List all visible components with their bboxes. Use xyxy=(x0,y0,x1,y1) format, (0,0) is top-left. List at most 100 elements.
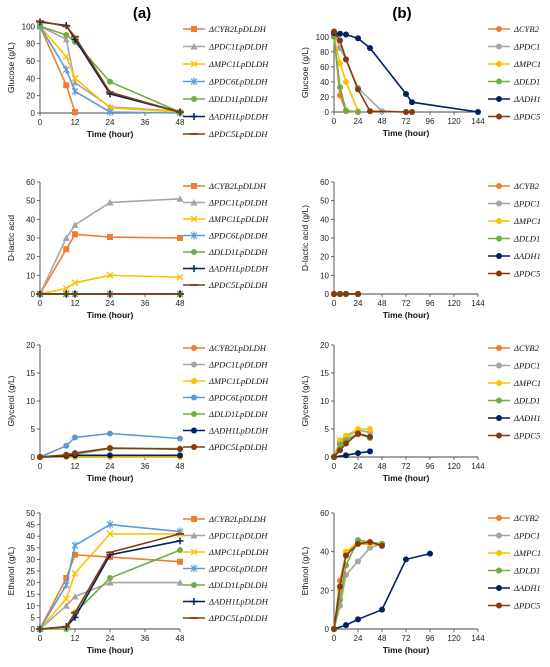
legend-entry-MPC1: ΔMPC1 xyxy=(488,378,541,388)
legend-marker xyxy=(496,380,502,386)
series-PDC5 xyxy=(331,430,373,460)
legend-label: ΔADH1LpDLDH xyxy=(208,426,269,436)
data-point xyxy=(71,569,79,577)
legend-label: ΔMPC1LpDLDH xyxy=(208,214,269,224)
legend-entry-ADH1: ΔADH1 xyxy=(488,583,541,593)
data-point xyxy=(71,593,79,600)
data-point xyxy=(63,451,70,458)
x-tick-label: 0 xyxy=(332,634,337,643)
x-axis-label: Time (hour) xyxy=(87,473,134,483)
x-axis-label: Time (hour) xyxy=(383,128,430,138)
x-tick-label: 48 xyxy=(176,462,185,471)
legend-entry-MPC1: ΔMPC1LpDLDH xyxy=(183,214,269,224)
x-tick-label: 120 xyxy=(447,634,461,643)
y-tick-label: 80 xyxy=(26,40,35,49)
data-point xyxy=(343,56,349,63)
legend-marker xyxy=(496,61,502,67)
data-point xyxy=(367,45,373,52)
legend-entry-DLD1: ΔDLD1 xyxy=(488,234,540,244)
y-axis-label: Glycerol (g/L) xyxy=(6,375,16,426)
data-point xyxy=(107,234,113,241)
chart-b3: 0 5 10 15 20 0 24 48 72 96 120 144 Time (hour) Glycer… xyxy=(300,341,541,483)
legend-entry-PDC6: ΔPDC6LpDLDH xyxy=(183,564,268,574)
x-tick-label: 48 xyxy=(378,117,387,126)
data-point xyxy=(63,574,70,581)
legend-entry-PDC6: ΔPDC6LpDLDH xyxy=(183,393,268,403)
data-point xyxy=(367,539,373,545)
chart-a4: 0 5 10 15 20 25 30 35 40 45 50 0 12 24 36 48 Time (hour)… xyxy=(6,509,269,655)
legend-marker xyxy=(496,602,502,609)
legend-marker xyxy=(496,218,502,224)
data-point xyxy=(331,454,337,460)
data-point xyxy=(176,579,184,586)
legend-marker xyxy=(190,113,198,120)
data-point xyxy=(409,109,415,115)
legend-marker xyxy=(190,598,198,605)
legend-entry-PDC1: ΔPDC1LpDLDH xyxy=(183,198,268,208)
data-point xyxy=(337,447,343,454)
data-point xyxy=(177,452,183,459)
data-point xyxy=(63,32,70,38)
legend-label: ΔCYB2LpDLDH xyxy=(208,24,267,34)
legend-label: ΔCYB2LpDLDH xyxy=(208,514,267,524)
legend-entry-CYB2: ΔCYB2LpDLDH xyxy=(183,24,267,34)
y-tick-label: 20 xyxy=(26,253,35,262)
legend-marker xyxy=(496,270,502,277)
data-point xyxy=(177,547,183,554)
data-point xyxy=(355,109,361,115)
legend-entry-MPC1: ΔMPC1 xyxy=(488,59,541,69)
legend-label: ΔPDC1 xyxy=(513,361,540,371)
data-point xyxy=(403,90,409,97)
data-point xyxy=(106,520,114,529)
legend-label: ΔPDC5LpDLDH xyxy=(208,129,268,139)
legend-label: ΔPDC5 xyxy=(513,601,540,611)
legend-entry-MPC1: ΔMPC1 xyxy=(488,216,541,226)
y-axis-label: D-lactic acid xyxy=(6,215,16,262)
legend-marker xyxy=(496,26,502,32)
legend-label: ΔPDC1LpDLDH xyxy=(208,198,268,208)
legend-entry-PDC5: ΔPDC5LpDLDH xyxy=(183,129,268,139)
legend-entry-MPC1: ΔMPC1LpDLDH xyxy=(183,376,269,386)
series-line xyxy=(39,20,181,113)
y-tick-label: 60 xyxy=(320,509,329,518)
legend-entry-MPC1: ΔMPC1LpDLDH xyxy=(183,547,269,557)
legend-label: ΔPDC6LpDLDH xyxy=(208,393,268,403)
legend-entry-CYB2: ΔCYB2 xyxy=(488,343,540,353)
y-tick-label: 10 xyxy=(26,602,35,611)
data-point xyxy=(107,430,113,437)
y-tick-label: 40 xyxy=(26,215,35,224)
data-point xyxy=(72,231,78,238)
legend-label: ΔDLD1 xyxy=(513,396,540,406)
legend-entry-PDC5: ΔPDC5 xyxy=(488,269,540,279)
y-tick-label: 50 xyxy=(320,197,329,206)
legend-marker xyxy=(496,397,502,404)
legend-label: ΔCYB2 xyxy=(513,24,540,34)
y-tick-label: 40 xyxy=(26,74,35,83)
y-tick-label: 60 xyxy=(320,63,329,72)
legend-entry-PDC1: ΔPDC1 xyxy=(488,361,540,371)
y-tick-label: 40 xyxy=(320,78,329,87)
y-tick-label: 0 xyxy=(325,453,330,462)
legend-marker xyxy=(191,444,197,450)
x-tick-label: 144 xyxy=(471,634,485,643)
x-tick-label: 72 xyxy=(402,634,411,643)
data-point xyxy=(343,78,349,85)
legend-label: ΔPDC1 xyxy=(513,199,540,209)
legend-marker xyxy=(190,548,198,556)
legend-marker xyxy=(496,253,502,259)
legend-marker xyxy=(496,96,502,102)
legend-marker xyxy=(496,515,502,521)
y-tick-label: 20 xyxy=(320,586,329,595)
data-point xyxy=(331,291,337,297)
x-tick-label: 96 xyxy=(426,634,435,643)
x-tick-label: 12 xyxy=(71,462,80,471)
legend-marker xyxy=(496,113,502,120)
x-axis-label: Time (hour) xyxy=(383,473,430,483)
data-point xyxy=(106,579,114,586)
legend-label: ΔADH1LpDLDH xyxy=(208,264,269,274)
legend-entry-MPC1: ΔMPC1LpDLDH xyxy=(183,59,269,69)
legend-marker xyxy=(496,432,502,439)
legend-label: ΔADH1LpDLDH xyxy=(208,112,269,122)
y-tick-label: 60 xyxy=(26,178,35,187)
y-tick-label: 20 xyxy=(26,92,35,101)
